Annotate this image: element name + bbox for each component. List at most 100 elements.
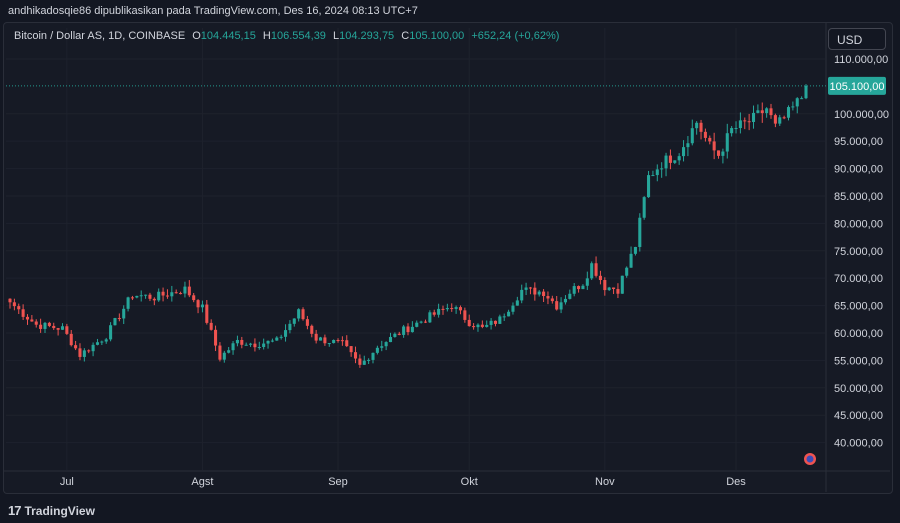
candle-body	[463, 310, 466, 320]
currency-button[interactable]: USD	[828, 28, 886, 50]
candle-body	[148, 295, 151, 299]
close-label: C	[401, 30, 409, 42]
candle-body	[74, 345, 77, 348]
candle-body	[778, 117, 781, 123]
candle-body	[48, 323, 51, 326]
candle-body	[787, 107, 790, 118]
candle-body	[608, 288, 611, 291]
candle-body	[371, 353, 374, 360]
candle-body	[441, 309, 444, 310]
candle-body	[490, 321, 493, 325]
candle-body	[201, 305, 204, 308]
candle-body	[682, 147, 685, 156]
candle-body	[542, 292, 545, 296]
candle-body	[695, 123, 698, 128]
candle-body	[61, 326, 64, 330]
candle-body	[796, 98, 799, 106]
candle-body	[367, 360, 370, 361]
x-tick-label: Agst	[191, 476, 213, 488]
candle-body	[271, 341, 274, 342]
candle-body	[170, 292, 173, 296]
y-tick-label: 70.000,00	[834, 273, 883, 285]
footer	[0, 496, 900, 523]
candle-body	[621, 276, 624, 294]
candle-body	[590, 263, 593, 278]
candle-body	[214, 330, 217, 346]
candle-body	[581, 286, 584, 289]
candle-body	[227, 350, 230, 353]
open-value: 104.445,15	[201, 30, 256, 42]
candle-body	[393, 334, 396, 337]
candle-body	[529, 287, 532, 288]
candle-body	[153, 299, 156, 301]
x-tick-label: Des	[726, 476, 746, 488]
symbol-name: Bitcoin / Dollar AS, 1D, COINBASE	[14, 30, 185, 42]
y-tick-label: 55.000,00	[834, 355, 883, 367]
candle-body	[166, 296, 169, 297]
candle-body	[109, 325, 112, 339]
candle-body	[17, 306, 20, 309]
x-tick-label: Jul	[60, 476, 74, 488]
candle-body	[726, 133, 729, 151]
candle-body	[455, 307, 458, 309]
candle-body	[157, 292, 160, 301]
events-badge-inner-icon	[807, 456, 814, 463]
candle-body	[179, 293, 182, 294]
candle-body	[411, 327, 414, 332]
candle-body	[380, 346, 383, 348]
candle-body	[341, 340, 344, 341]
candle-body	[280, 337, 283, 338]
candle-body	[555, 301, 558, 309]
candle-body	[743, 120, 746, 121]
candle-body	[700, 123, 703, 132]
tradingview-logo-text: TradingView	[24, 504, 94, 518]
candle-body	[210, 323, 213, 330]
candle-body	[402, 326, 405, 334]
candle-body	[336, 340, 339, 341]
candle-body	[481, 325, 484, 327]
candle-body	[319, 337, 322, 340]
candle-body	[638, 218, 641, 247]
candle-body	[223, 353, 226, 360]
candle-body	[52, 326, 55, 328]
candle-body	[450, 308, 453, 309]
candle-body	[288, 324, 291, 330]
candle-body	[22, 309, 25, 317]
y-tick-label: 100.000,00	[834, 109, 889, 121]
candle-body	[162, 292, 165, 296]
candle-body	[310, 326, 313, 334]
candle-body	[57, 328, 60, 330]
candle-body	[748, 121, 751, 122]
candle-body	[446, 308, 449, 309]
candle-body	[135, 296, 138, 298]
candle-body	[756, 110, 759, 113]
tradingview-logo[interactable]: 17 TradingView	[8, 503, 95, 518]
candle-body	[573, 286, 576, 294]
candle-body	[13, 302, 16, 306]
candle-body	[568, 294, 571, 299]
candle-body	[660, 168, 663, 169]
x-tick-label: Sep	[328, 476, 348, 488]
candle-body	[533, 288, 536, 295]
y-tick-label: 95.000,00	[834, 136, 883, 148]
candle-body	[494, 321, 497, 324]
candle-body	[350, 346, 353, 352]
candle-body	[647, 175, 650, 197]
candle-body	[249, 344, 252, 345]
candle-body	[599, 276, 602, 280]
y-tick-label: 45.000,00	[834, 410, 883, 422]
candle-body	[122, 309, 125, 319]
candle-body	[516, 300, 519, 305]
candle-body	[197, 300, 200, 307]
candle-body	[739, 120, 742, 128]
candle-body	[131, 297, 134, 298]
candle-body	[420, 322, 423, 323]
candle-body	[315, 334, 318, 341]
candle-body	[713, 141, 716, 150]
candle-body	[267, 341, 270, 344]
candle-body	[734, 128, 737, 129]
candle-body	[678, 156, 681, 160]
candle-body	[476, 325, 479, 327]
price-chart[interactable]: 110.000,00 100.000,00 95.000,00 90.000,00 85…	[0, 0, 900, 496]
candle-body	[625, 268, 628, 276]
